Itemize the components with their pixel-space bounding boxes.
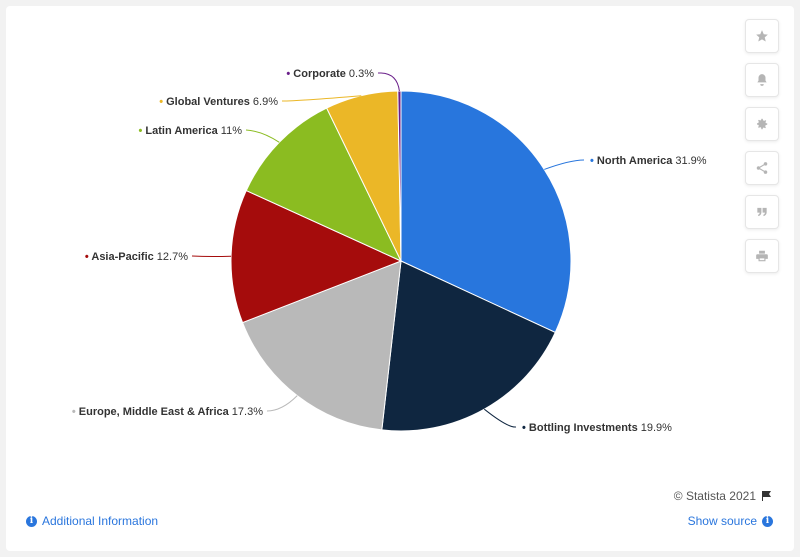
label-connector [281, 95, 362, 102]
label-connector [191, 255, 232, 258]
pie-slice-bottling-investments[interactable] [381, 260, 556, 432]
additional-information-label: Additional Information [42, 514, 159, 528]
favorite-button[interactable] [745, 19, 779, 53]
credit-text: © Statista 2021 [673, 489, 756, 503]
data-label: • Bottling Investments 19.9% [522, 422, 672, 434]
show-source-label: Show source [687, 514, 757, 528]
pie-slice-latin-america[interactable] [245, 107, 403, 263]
bell-icon [757, 74, 767, 86]
data-label: • Corporate 0.3% [286, 68, 374, 80]
print-icon [756, 250, 768, 262]
data-label: • Asia-Pacific 12.7% [85, 251, 188, 263]
side-toolbar [745, 19, 779, 283]
gear-icon [757, 118, 768, 130]
label-connector [544, 159, 585, 170]
label-connector [266, 395, 298, 412]
quote-icon [757, 207, 767, 217]
pie-slice-corporate[interactable] [397, 90, 402, 262]
label-connector [245, 129, 280, 143]
data-label: • Europe, Middle East & Africa 17.3% [72, 406, 263, 418]
data-label: • North America 31.9% [590, 155, 707, 167]
data-label: • Global Ventures 6.9% [159, 96, 278, 108]
label-connector [377, 72, 400, 92]
share-button[interactable] [745, 151, 779, 185]
info-icon: i [762, 515, 773, 527]
share-icon [756, 162, 768, 174]
notification-button[interactable] [745, 63, 779, 97]
cite-button[interactable] [745, 195, 779, 229]
pie-slice-asia-pacific[interactable] [230, 189, 403, 324]
settings-button[interactable] [745, 107, 779, 141]
star-icon [756, 30, 768, 42]
print-button[interactable] [745, 239, 779, 273]
show-source-link[interactable]: Show source i [688, 514, 773, 528]
statista-credit: © Statista 2021 [674, 489, 773, 503]
flag-icon [762, 491, 771, 501]
label-connector [483, 408, 517, 428]
additional-information-link[interactable]: i Additional Information [26, 514, 158, 528]
info-icon: i [26, 515, 37, 527]
pie-slice-north-america[interactable] [400, 90, 572, 334]
data-label: • Latin America 11% [138, 125, 242, 137]
